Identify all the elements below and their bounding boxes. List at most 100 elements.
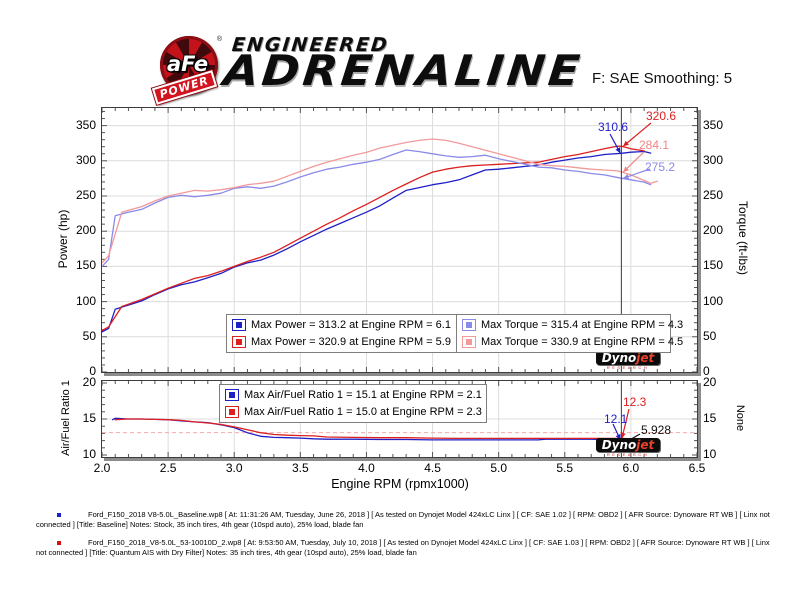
legend-item: Max Power = 320.9 at Engine RPM = 5.9 <box>232 335 451 348</box>
dynojet-logo-text-jet: jet <box>636 351 655 365</box>
y-tick-label: 15 <box>82 411 96 425</box>
cursor-annotation: 284.1 <box>639 138 670 152</box>
legend-marker-icon <box>232 319 246 332</box>
legend-marker-icon <box>461 335 476 348</box>
annotation-arrowhead <box>623 166 629 172</box>
legend-item: Max Torque = 315.4 at Engine RPM = 4.3 <box>461 319 684 332</box>
x-tick-label: 2.5 <box>159 461 177 475</box>
y-tick-label: 350 <box>703 117 724 132</box>
run2-description: Ford_F150_2018_V8-5.0L_53-10010D_2.wp8 [… <box>36 538 770 557</box>
legend-label: Max Power = 313.2 at Engine RPM = 6.1 <box>251 319 451 332</box>
y-tick-label: 20 <box>82 375 96 389</box>
x-tick-label: 4.0 <box>358 461 375 475</box>
legend-label: Max Power = 320.9 at Engine RPM = 5.9 <box>251 335 451 348</box>
x-tick-label: 3.0 <box>225 461 243 475</box>
y-tick-label: 250 <box>75 188 96 202</box>
x-tick-label: 4.5 <box>424 461 441 475</box>
dynojet-research-text: RESEARCH <box>606 365 650 370</box>
legend-marker-fill <box>229 408 235 415</box>
y-tick-label: 50 <box>82 328 96 343</box>
legend-marker-icon <box>461 319 476 332</box>
y-axis-label-torque: Torque (ft-lbs) <box>736 200 750 276</box>
legend-marker-fill <box>465 338 472 345</box>
afr-legend: Max Air/Fuel Ratio 1 = 15.1 at Engine RP… <box>219 384 487 423</box>
dynojet-logo-text: Dyno <box>601 438 637 452</box>
y-tick-label: 10 <box>703 447 717 461</box>
power-torque-legend: Max Power = 313.2 at Engine RPM = 6.1 Max… <box>226 314 683 353</box>
brand-adrenaline: ADRENALINE <box>221 46 586 95</box>
y-tick-label: 300 <box>703 152 724 167</box>
dynojet-logo-text: Dyno <box>601 351 637 365</box>
cursor-annotation: 320.6 <box>646 109 677 123</box>
annotation-arrow <box>622 122 652 147</box>
series-quantum-ais-afr <box>114 418 645 440</box>
dynojet-research-text: RESEARCH <box>606 452 650 457</box>
y-tick-label: 0 <box>703 364 710 378</box>
y-tick-label: 150 <box>75 258 96 273</box>
x-tick-label: 5.0 <box>490 461 507 475</box>
legend-label: Max Torque = 315.4 at Engine RPM = 4.3 <box>480 319 684 332</box>
x-axis-title: Engine RPM (rpmx1000) <box>331 477 469 491</box>
sae-smoothing-label: F: SAE Smoothing: 5 <box>592 70 733 87</box>
cursor-annotation: 12.3 <box>623 395 647 409</box>
legend-label: Max Air/Fuel Ratio 1 = 15.1 at Engine RP… <box>244 389 482 402</box>
legend-marker-fill <box>465 322 472 329</box>
y-tick-label: 150 <box>703 258 724 273</box>
annotation-arrowhead <box>623 174 630 179</box>
legend-label: Max Air/Fuel Ratio 1 = 15.0 at Engine RP… <box>244 405 482 418</box>
dynojet-logo: Dynojet RESEARCH <box>596 351 660 370</box>
run2-color-marker <box>57 541 61 545</box>
run1-color-marker <box>57 513 61 517</box>
series-baseline-power <box>102 150 652 333</box>
y-tick-label: 350 <box>75 117 96 132</box>
y-tick-label: 100 <box>703 293 724 308</box>
y-tick-label: 200 <box>703 223 724 238</box>
annotation-arrowhead <box>615 147 621 154</box>
x-tick-label: 5.5 <box>556 461 574 475</box>
legend-marker-icon <box>232 335 246 348</box>
y-tick-label: 100 <box>75 293 96 308</box>
series-quantum-ais-power <box>102 145 645 332</box>
legend-marker-fill <box>236 338 242 345</box>
y-axis-label-none: None <box>734 404 746 432</box>
annotation-arrowhead <box>623 140 629 147</box>
annotation-arrowhead <box>620 432 626 439</box>
legend-item: Max Torque = 330.9 at Engine RPM = 4.5 <box>461 335 684 348</box>
cursor-annotation: 12.1 <box>604 412 628 426</box>
legend-marker-fill <box>229 392 235 399</box>
y-tick-label: 0 <box>89 364 96 378</box>
y-tick-label: 300 <box>75 152 96 167</box>
legend-label: Max Torque = 330.9 at Engine RPM = 4.5 <box>480 335 684 348</box>
series-baseline-torque <box>102 149 652 268</box>
registered-mark-icon: ® <box>216 36 222 43</box>
y-tick-label: 50 <box>703 328 717 343</box>
y-tick-label: 10 <box>82 447 96 461</box>
cursor-annotation: 310.6 <box>598 120 629 134</box>
y-axis-label-power: Power (hp) <box>56 209 70 269</box>
y-tick-label: 250 <box>703 188 724 202</box>
y-tick-label: 20 <box>703 375 717 389</box>
dynojet-logo: Dynojet RESEARCH <box>596 438 660 457</box>
series-quantum-ais-torque <box>102 138 658 264</box>
legend-column: Max Power = 313.2 at Engine RPM = 6.1 Max… <box>227 315 456 352</box>
afe-logo-text: aFe <box>167 52 209 76</box>
legend-marker-icon <box>225 405 239 418</box>
x-tick-label: 6.0 <box>622 461 640 475</box>
x-tick-label: 3.5 <box>291 461 309 475</box>
legend-item: Max Air/Fuel Ratio 1 = 15.1 at Engine RP… <box>225 389 482 402</box>
run1-description: Ford_F150_2018 V8-5.0L_Baseline.wp8 [ At… <box>36 510 770 529</box>
legend-item: Max Power = 313.2 at Engine RPM = 6.1 <box>232 319 451 332</box>
dynojet-logo-text-jet: jet <box>636 438 655 452</box>
x-tick-label: 2.0 <box>93 461 111 475</box>
legend-column: Max Air/Fuel Ratio 1 = 15.1 at Engine RP… <box>220 385 487 422</box>
x-tick-label: 6.5 <box>688 461 706 475</box>
legend-item: Max Air/Fuel Ratio 1 = 15.0 at Engine RP… <box>225 405 482 418</box>
cursor-annotation: 275.2 <box>645 160 676 174</box>
y-tick-label: 15 <box>703 411 717 425</box>
legend-marker-fill <box>236 322 242 329</box>
legend-column: Max Torque = 315.4 at Engine RPM = 4.3 Ma… <box>455 315 688 352</box>
y-tick-label: 200 <box>75 223 96 238</box>
cursor-annotation: 5.928 <box>641 423 672 437</box>
legend-marker-icon <box>225 389 239 402</box>
